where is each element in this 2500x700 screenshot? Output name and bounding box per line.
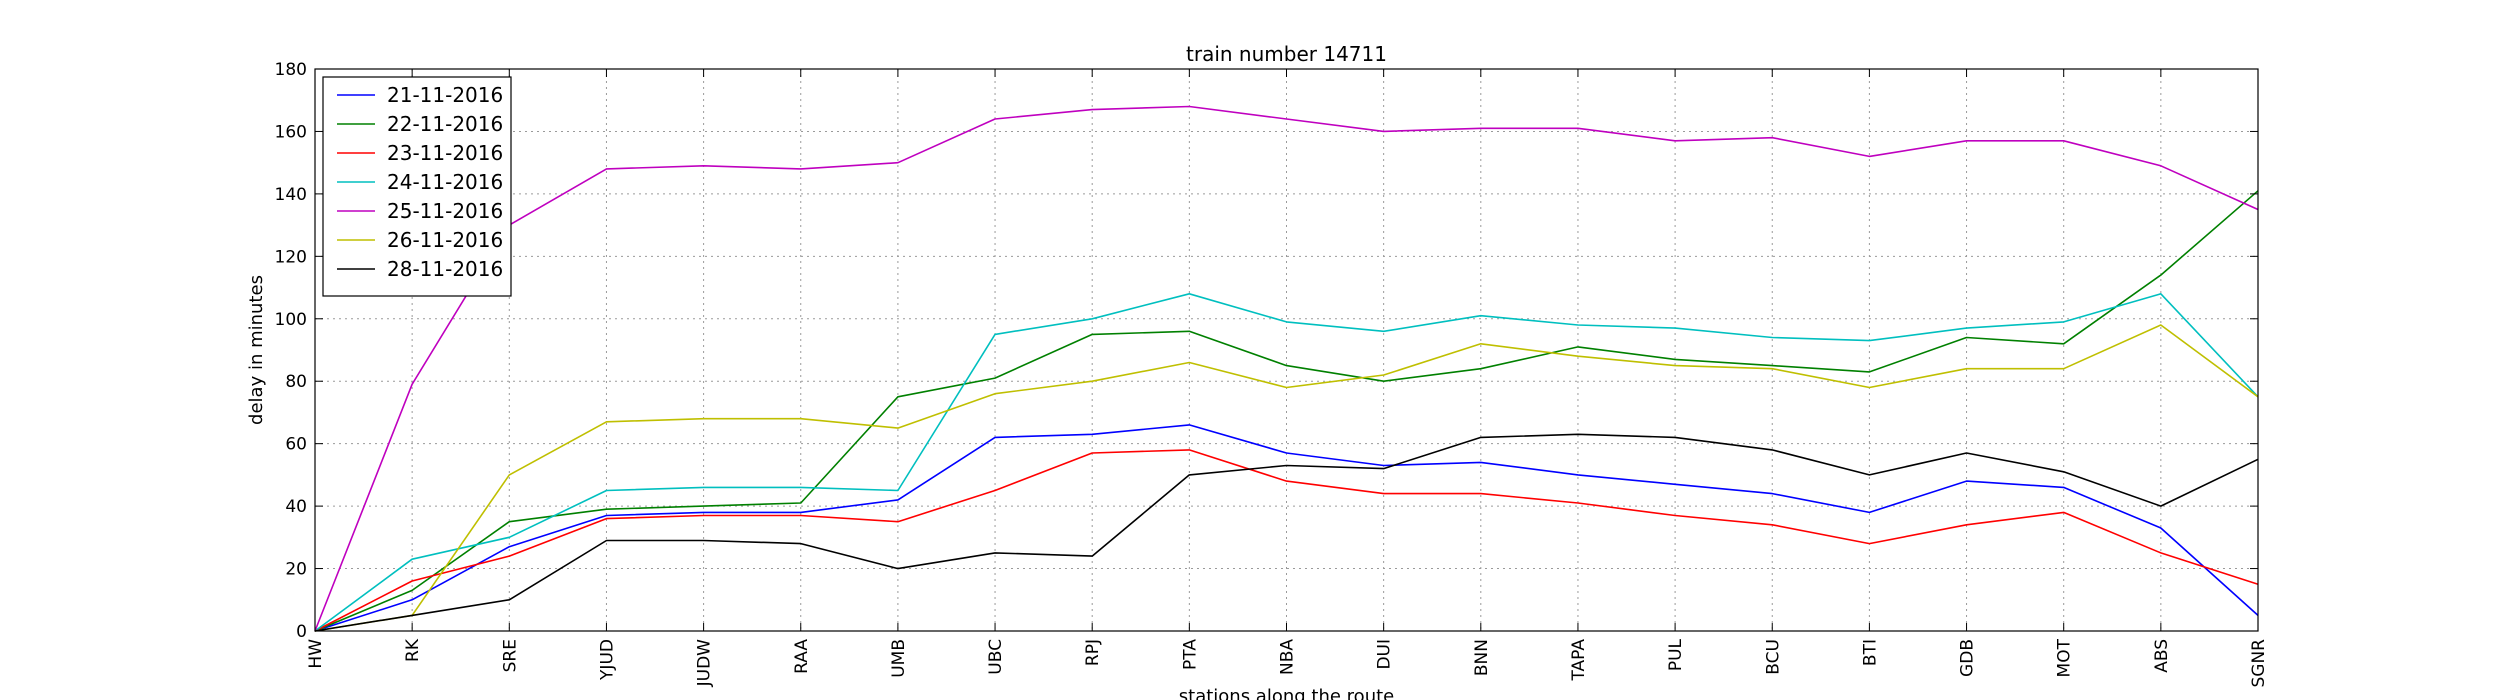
series-line-21-11-2016	[314, 424, 2259, 632]
x-tick-label: BNN	[1472, 639, 1492, 676]
legend-entry: 21-11-2016	[387, 83, 503, 107]
y-tick-label: 140	[275, 185, 307, 205]
series-line-22-11-2016	[314, 190, 2259, 632]
y-tick-label: 160	[275, 122, 307, 142]
x-tick-label: RPJ	[1083, 639, 1103, 666]
series-line-25-11-2016	[314, 105, 2259, 632]
legend-entry: 22-11-2016	[387, 112, 503, 136]
x-tick-label: GDB	[1958, 639, 1978, 677]
y-axis-label: delay in minutes	[246, 275, 267, 425]
x-tick-label: TAPA	[1569, 639, 1589, 682]
x-tick-label: BCU	[1763, 639, 1783, 675]
x-tick-label: SGNR	[2249, 639, 2269, 688]
x-tick-label: RAA	[792, 639, 812, 674]
series-lines	[314, 105, 2259, 632]
series-line-24-11-2016	[314, 292, 2259, 632]
legend-entry: 25-11-2016	[387, 199, 503, 223]
x-tick-label: RK	[403, 638, 423, 662]
y-tick-label: 40	[285, 497, 307, 517]
y-tick-label: 80	[285, 372, 307, 392]
y-tick-label: 180	[275, 60, 307, 80]
legend-box	[322, 76, 512, 297]
y-tick-label: 120	[275, 247, 307, 267]
chart-title: train number 14711	[1186, 42, 1387, 66]
x-axis-label: stations along the route	[1179, 686, 1394, 700]
y-tick-label: 0	[296, 622, 307, 642]
y-tick-label: 60	[285, 435, 307, 455]
x-tick-label: UBC	[986, 639, 1006, 675]
legend-entry: 24-11-2016	[387, 170, 503, 194]
legend-entry: 26-11-2016	[387, 228, 503, 252]
series-line-26-11-2016	[314, 324, 2259, 632]
grid	[315, 69, 2258, 631]
x-tick-label: PTA	[1180, 639, 1200, 670]
x-tick-label: HW	[306, 639, 326, 669]
y-tick-label: 20	[285, 560, 307, 580]
series-line-23-11-2016	[314, 449, 2259, 632]
x-tick-label: BTI	[1860, 639, 1880, 666]
series-line-28-11-2016	[314, 433, 2259, 632]
x-tick-label: ABS	[2152, 639, 2172, 673]
x-tick-label: UMB	[889, 639, 909, 678]
x-tick-label: MOT	[2055, 638, 2075, 677]
x-tick-label: DUI	[1375, 639, 1395, 670]
x-tick-label: NBA	[1278, 639, 1298, 675]
legend: 21-11-2016 22-11-2016 23-11-2016 24-11-2016…	[322, 76, 512, 297]
y-tick-label: 100	[275, 310, 307, 330]
x-tick-label: PUL	[1666, 638, 1686, 671]
legend-entry: 28-11-2016	[387, 257, 503, 281]
x-tick-label: YJUD	[597, 639, 617, 681]
x-tick-label: SRE	[500, 639, 520, 672]
axis-ticks: 0 20 40 60 80 100 120 140 160 180 HW RK SRE YJUD JUDW R…	[275, 60, 2269, 688]
legend-entry: 23-11-2016	[387, 141, 503, 165]
x-tick-label: JUDW	[695, 639, 715, 688]
